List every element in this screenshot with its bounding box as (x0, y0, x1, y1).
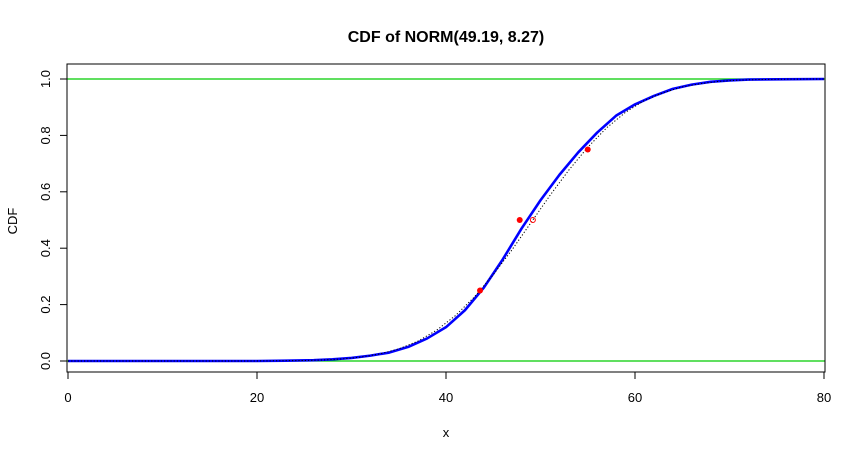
y-tick-label-5: 1.0 (38, 70, 53, 88)
x-tick-label-1: 20 (250, 390, 264, 405)
y-tick-label-4: 0.8 (38, 126, 53, 144)
x-tick-label-3: 60 (628, 390, 642, 405)
quantile-point-2 (584, 146, 591, 153)
x-tick-label-2: 40 (439, 390, 453, 405)
quantile-point-0 (477, 287, 484, 294)
chart-title: CDF of NORM(49.19, 8.27) (348, 29, 544, 46)
axes: 0 20 40 60 80 0.0 0.2 0.4 0.6 0.8 1.0 (38, 63, 831, 405)
x-axis-label: x (443, 425, 450, 440)
dotted-cdf-line (67, 78, 825, 362)
x-tick-label-0: 0 (64, 390, 71, 405)
y-tick-label-2: 0.4 (38, 239, 53, 257)
y-tick-label-1: 0.2 (38, 296, 53, 314)
y-tick-label-3: 0.6 (38, 183, 53, 201)
y-tick-label-0: 0.0 (38, 352, 53, 370)
x-tick-label-4: 80 (817, 390, 831, 405)
quantile-point-1 (516, 217, 523, 223)
quantile-point-3 (529, 217, 536, 223)
plot-area (67, 77, 825, 363)
fitted-cdf-line (68, 77, 825, 363)
y-axis-label: CDF (5, 208, 20, 235)
